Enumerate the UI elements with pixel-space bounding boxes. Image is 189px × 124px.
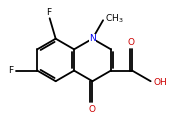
Text: OH: OH [153, 78, 167, 87]
Text: O: O [89, 105, 96, 114]
Text: CH$_3$: CH$_3$ [105, 13, 124, 25]
Text: F: F [46, 8, 51, 17]
Text: O: O [127, 38, 134, 47]
Text: F: F [9, 66, 14, 75]
Text: N: N [89, 34, 96, 43]
